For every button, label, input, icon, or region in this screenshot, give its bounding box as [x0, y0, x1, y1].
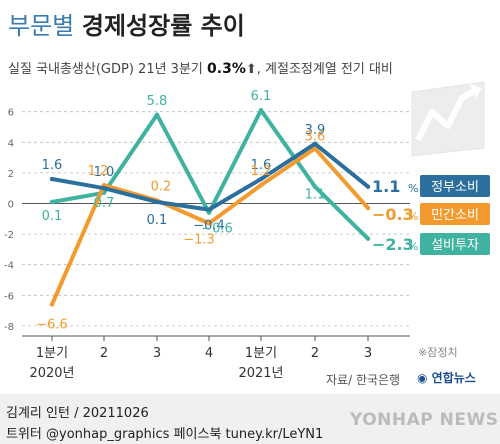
y-tick-label: -8 — [4, 322, 14, 333]
title-light: 부문별 — [8, 12, 75, 40]
line-chart: 6 4 2 0 -2 -4 -6 -8 1분기 2 3 4 1분기 2 3 2020년 2021년 1.6 1.0… — [4, 81, 490, 381]
x-tick-label: 1분기 — [245, 346, 277, 361]
y-tick-label: 0 — [8, 200, 14, 211]
data-label: 1.0 — [94, 165, 115, 180]
data-label: 3.9 — [305, 123, 326, 138]
legend-box — [420, 233, 490, 255]
data-label: 0.2 — [151, 179, 172, 194]
data-point — [365, 236, 371, 241]
provisional-note: ※잠정치 — [418, 346, 458, 359]
data-label: 5.8 — [147, 94, 168, 109]
data-label: 6.1 — [251, 89, 272, 104]
year-label: 2020년 — [29, 366, 74, 381]
data-label: −0.6 — [201, 222, 233, 237]
data-point — [154, 199, 160, 205]
data-label: −6.6 — [36, 317, 68, 332]
data-point — [258, 176, 264, 182]
yonhap-logo: ◉ 연합뉴스 — [417, 371, 476, 385]
x-tick-label: 3 — [364, 346, 372, 361]
data-label: 1.2 — [88, 164, 109, 179]
data-point — [206, 221, 212, 226]
data-point — [312, 141, 318, 147]
data-label: 1.6 — [42, 158, 63, 173]
year-label: 2021년 — [238, 366, 283, 381]
data-label: 1.1 — [305, 188, 326, 203]
data-point — [49, 302, 55, 307]
y-tick-label: -4 — [4, 261, 14, 272]
legend-box — [420, 203, 490, 225]
data-label: −0.4 — [193, 219, 225, 234]
series-end-value: −2.3 — [372, 235, 414, 254]
data-point — [258, 182, 264, 188]
subtitle-prefix: 실질 국내총생산(GDP) 21년 3분기 — [8, 62, 203, 77]
x-tick-label: 2 — [311, 346, 319, 361]
data-label: 0.1 — [147, 213, 168, 228]
data-point — [101, 186, 107, 191]
subtitle-value: 0.3% — [207, 61, 246, 77]
gdp-illustration — [411, 81, 485, 157]
data-label: 3.6 — [305, 129, 326, 144]
legend-label: 민간소비 — [431, 208, 479, 223]
data-point — [312, 184, 318, 189]
chart-subtitle: 실질 국내총생산(GDP) 21년 3분기 0.3%⬆, 계절조정계열 전기 대… — [8, 61, 393, 77]
data-point — [365, 184, 371, 189]
unit-label: % — [408, 210, 418, 223]
credit-author: 김계리 인턴 / 20211026 — [6, 406, 149, 421]
source-logo-text: 연합뉴스 — [431, 371, 476, 385]
data-label: 1.2 — [251, 164, 272, 179]
data-point — [365, 205, 371, 211]
series-end-value: 1.1 — [372, 177, 400, 196]
data-label: 1.6 — [251, 158, 272, 173]
data-label: 0.7 — [94, 196, 115, 211]
legend-box — [420, 175, 490, 197]
credit-social: 트위터 @yonhap_graphics 페이스북 tuney.kr/LeYN1 — [6, 427, 324, 442]
data-point — [206, 207, 212, 212]
x-tick-label: 3 — [153, 346, 161, 361]
x-tick-label: 2 — [100, 346, 108, 361]
chart-title: 부문별 경제성장률 추이 — [8, 6, 245, 41]
data-point — [206, 210, 212, 215]
y-tick-label: 4 — [8, 138, 14, 149]
y-tick-label: -2 — [4, 230, 14, 241]
unit-label: % — [408, 182, 418, 195]
series-end-value: −0.3 — [372, 205, 414, 224]
data-point — [154, 112, 160, 117]
title-bold: 경제성장률 추이 — [81, 12, 245, 40]
data-point — [49, 199, 55, 205]
legend-label: 정부소비 — [431, 180, 479, 195]
subtitle-suffix: 계절조정계열 전기 대비 — [265, 62, 393, 77]
data-point — [258, 107, 264, 113]
legend-label: 설비투자 — [431, 238, 479, 253]
x-tick-label: 4 — [205, 346, 213, 361]
data-label: 0.1 — [42, 209, 63, 224]
footer: 김계리 인턴 / 20211026 트위터 @yonhap_graphics 페… — [0, 394, 500, 444]
y-tick-label: -6 — [4, 291, 14, 302]
x-tick-label: 1분기 — [36, 346, 68, 361]
source-text: 자료/ 한국은행 — [326, 373, 401, 387]
y-tick-label: 2 — [8, 169, 14, 180]
data-point — [312, 146, 318, 151]
y-tick-label: 6 — [8, 108, 14, 119]
up-arrow-icon: ⬆ — [245, 62, 257, 77]
yonhap-news-watermark: YONHAP NEWS — [350, 410, 499, 430]
data-point — [49, 176, 55, 182]
data-label: −1.3 — [183, 232, 215, 247]
unit-label: % — [408, 240, 418, 253]
